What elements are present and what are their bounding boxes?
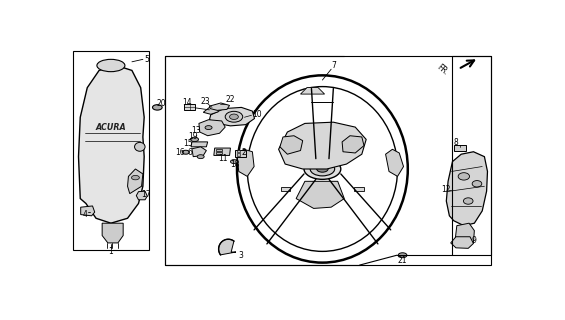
Text: 15: 15 bbox=[182, 139, 192, 148]
Polygon shape bbox=[102, 223, 123, 243]
Text: 4: 4 bbox=[82, 210, 87, 219]
Polygon shape bbox=[296, 181, 344, 208]
Text: 2: 2 bbox=[241, 148, 246, 157]
Text: ACURA: ACURA bbox=[95, 123, 127, 132]
Bar bbox=[235, 150, 246, 157]
Polygon shape bbox=[81, 206, 95, 216]
Text: 12: 12 bbox=[442, 185, 451, 195]
Text: 9: 9 bbox=[471, 236, 476, 245]
Polygon shape bbox=[136, 191, 147, 200]
Polygon shape bbox=[446, 152, 488, 226]
Bar bbox=[216, 152, 221, 154]
Polygon shape bbox=[214, 148, 231, 156]
Polygon shape bbox=[199, 120, 225, 136]
Text: 5: 5 bbox=[145, 55, 150, 64]
Bar bbox=[184, 104, 195, 110]
Bar bbox=[237, 150, 240, 153]
Text: 21: 21 bbox=[398, 256, 407, 265]
Ellipse shape bbox=[458, 173, 470, 180]
Polygon shape bbox=[210, 103, 229, 110]
Text: 3: 3 bbox=[238, 252, 243, 260]
Polygon shape bbox=[455, 223, 475, 245]
Ellipse shape bbox=[190, 137, 198, 142]
Ellipse shape bbox=[231, 160, 237, 164]
Polygon shape bbox=[191, 142, 208, 147]
Ellipse shape bbox=[229, 114, 238, 119]
Text: 10: 10 bbox=[252, 110, 262, 119]
Text: 1: 1 bbox=[108, 247, 114, 256]
Text: 16: 16 bbox=[175, 148, 185, 157]
Text: 17: 17 bbox=[141, 190, 151, 199]
Text: 11: 11 bbox=[218, 154, 227, 163]
Text: 7: 7 bbox=[331, 61, 336, 70]
Ellipse shape bbox=[463, 198, 473, 204]
Bar bbox=[237, 153, 240, 156]
Bar bbox=[216, 149, 221, 151]
Bar bbox=[281, 188, 290, 191]
Ellipse shape bbox=[310, 162, 334, 176]
Polygon shape bbox=[237, 149, 254, 176]
Ellipse shape bbox=[153, 105, 162, 110]
Ellipse shape bbox=[317, 166, 328, 172]
Polygon shape bbox=[385, 149, 403, 176]
Text: 6: 6 bbox=[188, 148, 193, 157]
Text: 14: 14 bbox=[182, 98, 192, 107]
Polygon shape bbox=[279, 122, 366, 169]
Ellipse shape bbox=[398, 253, 407, 258]
Ellipse shape bbox=[225, 111, 243, 122]
Ellipse shape bbox=[134, 142, 145, 151]
Polygon shape bbox=[219, 239, 236, 255]
Text: 13: 13 bbox=[192, 126, 201, 135]
Polygon shape bbox=[301, 88, 324, 94]
Text: 23: 23 bbox=[200, 98, 210, 107]
Ellipse shape bbox=[182, 150, 189, 154]
Polygon shape bbox=[280, 136, 303, 154]
Text: 22: 22 bbox=[225, 95, 235, 104]
Polygon shape bbox=[451, 237, 473, 248]
Polygon shape bbox=[79, 66, 144, 223]
Bar bbox=[354, 188, 363, 191]
Text: 19: 19 bbox=[188, 132, 198, 141]
Polygon shape bbox=[203, 108, 218, 114]
Text: 18: 18 bbox=[230, 160, 240, 169]
Ellipse shape bbox=[304, 159, 341, 179]
Polygon shape bbox=[192, 147, 206, 157]
Polygon shape bbox=[128, 169, 143, 194]
Polygon shape bbox=[210, 108, 255, 126]
Polygon shape bbox=[342, 136, 364, 153]
Ellipse shape bbox=[205, 126, 212, 130]
Text: FR.: FR. bbox=[434, 62, 449, 77]
Ellipse shape bbox=[197, 155, 204, 159]
Ellipse shape bbox=[97, 59, 125, 72]
Text: 8: 8 bbox=[454, 138, 458, 147]
Ellipse shape bbox=[132, 175, 140, 180]
Ellipse shape bbox=[472, 180, 482, 187]
Bar bbox=[454, 145, 466, 150]
Text: 20: 20 bbox=[157, 99, 167, 108]
